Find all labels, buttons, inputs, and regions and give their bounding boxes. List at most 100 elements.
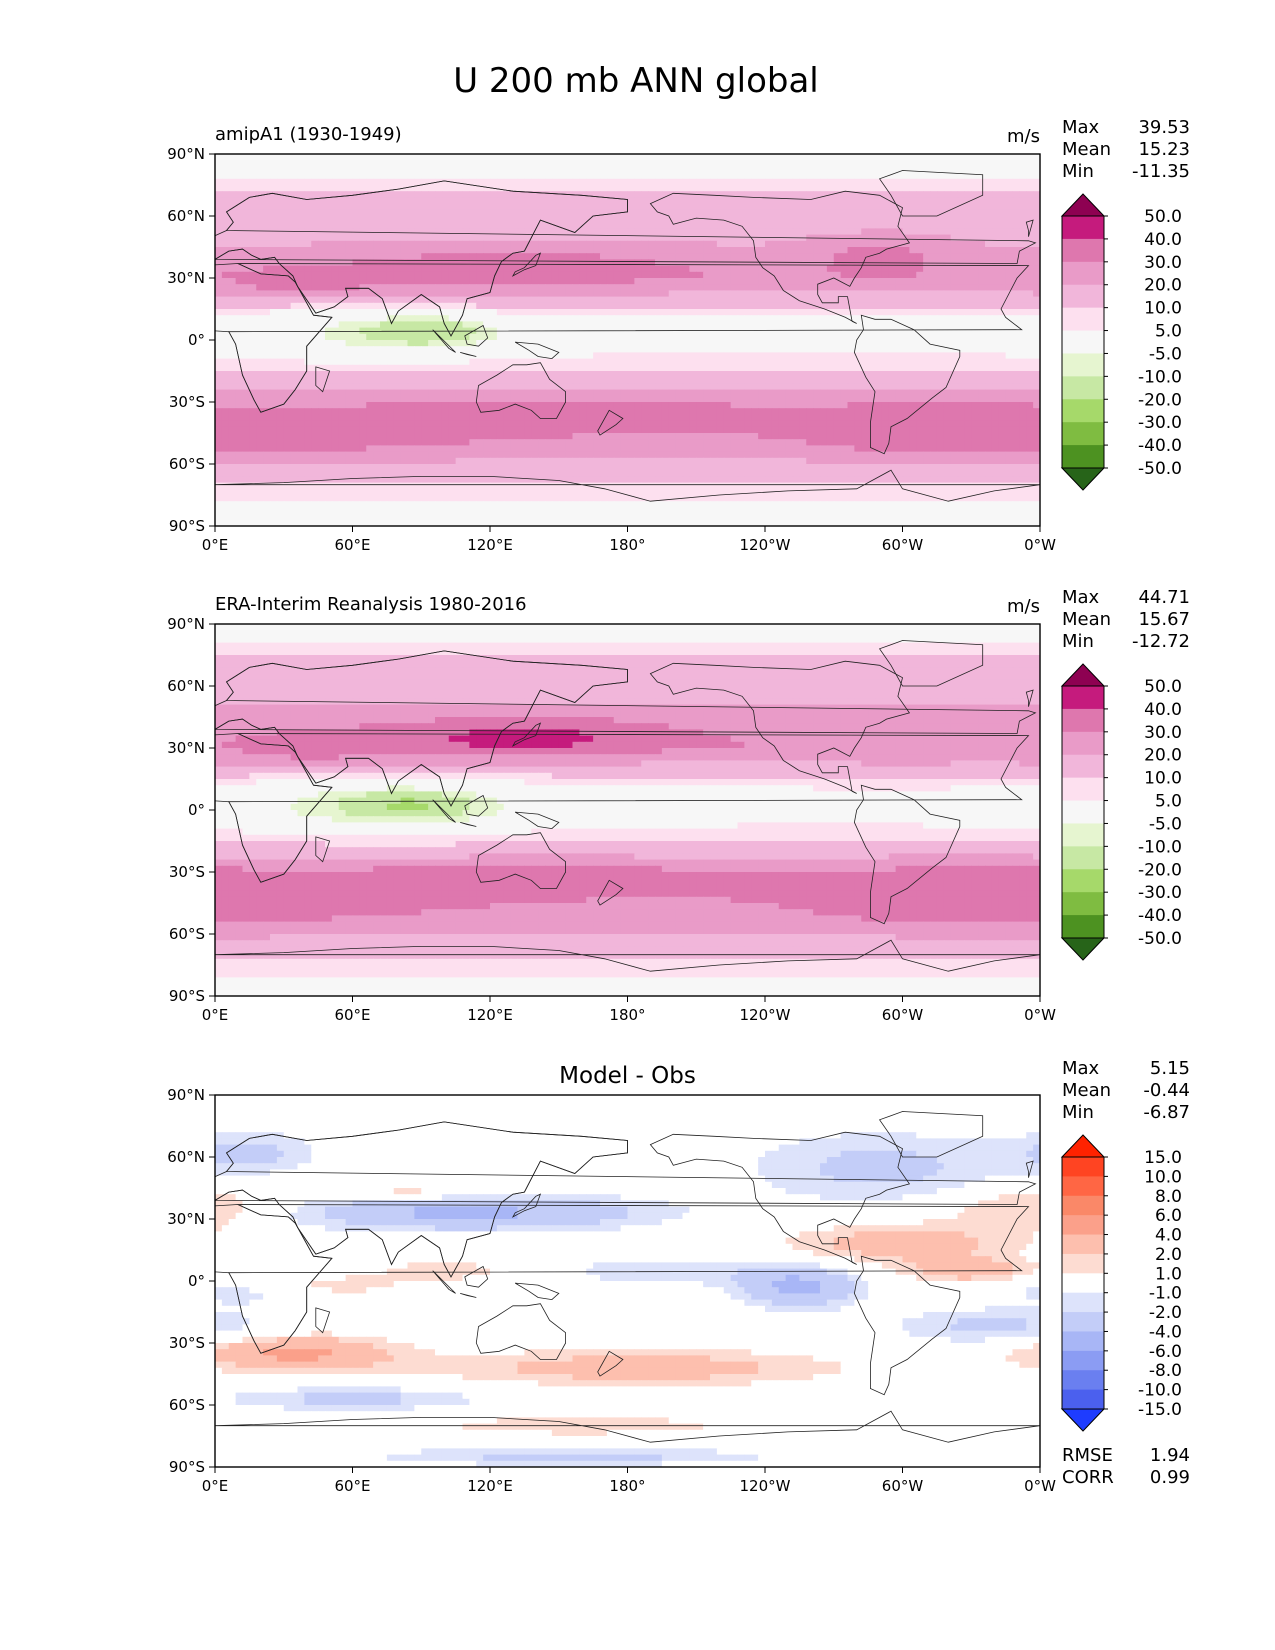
contour-cell: [490, 321, 498, 329]
contour-cell: [448, 290, 457, 298]
contour-cell: [909, 209, 917, 217]
contour-cell: [276, 340, 285, 347]
contour-cell: [758, 315, 766, 322]
contour-cell: [641, 209, 649, 217]
contour-cell: [613, 315, 622, 322]
contour-cell: [778, 315, 787, 322]
contour-cell: [263, 278, 271, 285]
contour-cell: [393, 340, 402, 347]
contour-cell: [943, 364, 952, 372]
contour-cell: [710, 265, 718, 273]
contour-cell: [613, 265, 622, 273]
contour-cell: [290, 321, 299, 329]
contour-cell: [373, 197, 381, 205]
contour-cell: [242, 234, 250, 242]
contour-cell: [304, 203, 312, 211]
contour-cell: [483, 358, 491, 366]
contour-cell: [930, 364, 938, 372]
contour-cell: [902, 315, 910, 322]
contour-cell: [593, 315, 601, 322]
contour-cell: [593, 340, 601, 347]
contour-cell: [276, 197, 285, 205]
contour-cell: [565, 216, 574, 223]
contour-cell: [215, 408, 223, 415]
contour-cell: [716, 160, 725, 167]
contour-cell: [758, 259, 766, 267]
contour-cell: [359, 402, 367, 409]
contour-cell: [600, 228, 608, 236]
contour-cell: [978, 185, 986, 192]
contour-cell: [606, 389, 615, 397]
contour-cell: [771, 309, 780, 316]
contour-cell: [634, 389, 642, 397]
contour-cell: [263, 408, 271, 415]
contour-cell: [380, 333, 388, 341]
contour-cell: [737, 247, 745, 254]
contour-cell: [641, 408, 649, 415]
contour-cell: [531, 346, 539, 353]
contour-cell: [895, 154, 904, 161]
contour-cell: [820, 333, 828, 341]
contour-cell: [1033, 240, 1040, 248]
contour-cell: [558, 185, 567, 192]
contour-cell: [765, 185, 773, 192]
contour-cell: [221, 247, 230, 254]
contour-cell: [359, 209, 367, 217]
contour-cell: [455, 402, 464, 409]
contour-cell: [744, 253, 752, 260]
contour-cell: [221, 389, 230, 397]
contour-cell: [682, 247, 690, 254]
contour-cell: [359, 160, 367, 167]
contour-cell: [579, 240, 587, 248]
contour-cell: [462, 197, 470, 205]
contour-cell: [888, 352, 897, 360]
contour-cell: [744, 240, 752, 248]
contour-cell: [276, 154, 285, 161]
contour-cell: [359, 197, 367, 205]
contour-cell: [668, 240, 677, 248]
contour-cell: [888, 178, 897, 186]
contour-cell: [1026, 284, 1034, 291]
contour-cell: [311, 209, 319, 217]
contour-cell: [675, 247, 684, 254]
contour-cell: [373, 395, 381, 403]
contour-cell: [792, 327, 800, 335]
contour-cell: [902, 172, 910, 180]
contour-cell: [765, 203, 773, 211]
contour-cell: [572, 228, 580, 236]
contour-cell: [730, 253, 739, 260]
contour-cell: [826, 154, 835, 161]
contour-cell: [249, 240, 257, 248]
contour-cell: [1019, 296, 1027, 304]
contour-cell: [235, 371, 244, 378]
contour-cell: [407, 265, 415, 273]
contour-cell: [297, 203, 305, 211]
contour-cell: [820, 309, 828, 316]
contour-cell: [895, 197, 904, 205]
contour-cell: [696, 253, 704, 260]
contour-cell: [325, 185, 333, 192]
contour-cell: [256, 364, 264, 372]
contour-cell: [909, 247, 917, 254]
contour-cell: [964, 222, 972, 229]
contour-cell: [765, 240, 773, 248]
contour-cell: [943, 178, 952, 186]
contour-cell: [854, 222, 862, 229]
contour-cell: [964, 395, 972, 403]
contour-cell: [723, 234, 732, 242]
contour-cell: [276, 172, 285, 180]
contour-cell: [661, 352, 670, 360]
contour-cell: [661, 364, 670, 372]
contour-cell: [476, 383, 484, 391]
contour-cell: [826, 371, 835, 378]
contour-cell: [421, 178, 429, 186]
contour-cell: [600, 197, 608, 205]
contour-cell: [270, 197, 278, 205]
contour-cell: [1012, 240, 1020, 248]
contour-cell: [833, 327, 842, 335]
contour-cell: [263, 247, 271, 254]
contour-cell: [991, 166, 1000, 174]
contour-cell: [820, 284, 828, 291]
contour-cell: [476, 371, 484, 378]
